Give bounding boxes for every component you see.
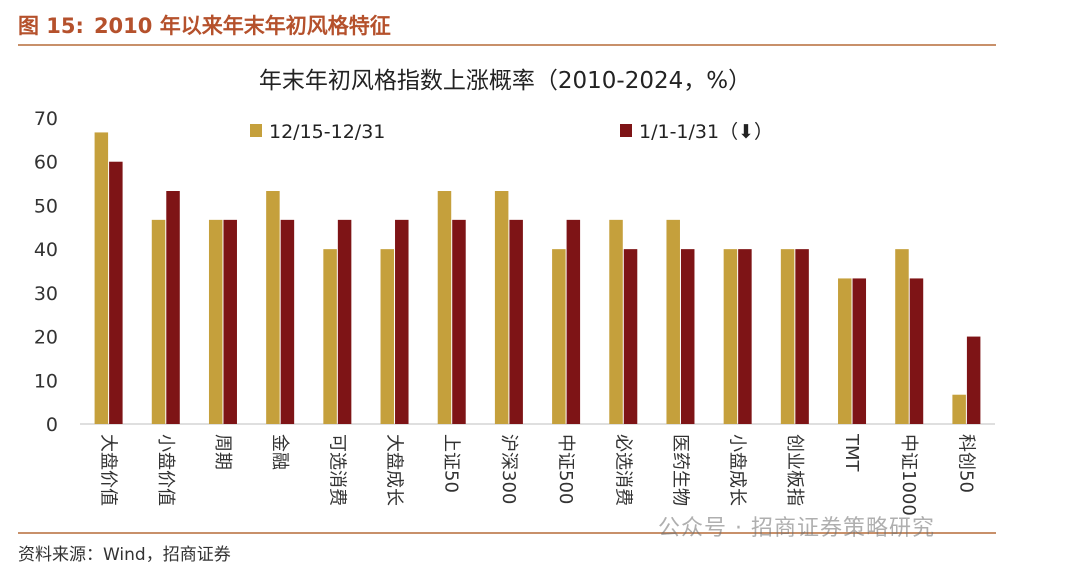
x-tick-label: 中证500 [555,434,576,504]
bar-series2 [738,249,752,424]
bar-series1 [952,394,966,424]
y-tick-label: 60 [34,152,58,174]
watermark: 公众号 · 招商证券策略研究 [658,516,935,541]
chart-title: 年末年初风格指数上涨概率（2010-2024，%） [259,68,751,94]
bar-series1 [437,191,452,424]
legend-label: 1/1-1/31（⬇） [639,121,773,143]
x-tick-label: 大盘成长 [384,434,405,506]
source-note: 资料来源：Wind，招商证券 [18,545,231,565]
x-tick-label: 小盘价值 [155,434,176,506]
x-tick-label: 中证1000 [898,434,919,516]
bar-series1 [380,249,395,424]
bar-series2 [966,336,981,424]
x-tick-label: 上证50 [441,434,462,493]
x-tick-label: 科创50 [955,434,976,493]
bar-series2 [166,191,180,424]
bar-series1 [208,219,223,424]
x-tick-label: 创业板指 [784,434,805,506]
bar-series1 [895,249,909,424]
x-tick-label: 必选消费 [612,434,633,506]
x-tick-label: 医药生物 [669,434,690,506]
bar-series1 [94,132,109,424]
bar-series2 [680,249,695,424]
y-tick-label: 40 [34,239,58,261]
x-tick-label: 沪深300 [498,434,519,504]
bar-series1 [494,191,509,424]
x-tick-label: 大盘价值 [98,434,119,506]
legend-label: 12/15-12/31 [269,121,385,143]
bar-series1 [780,249,795,424]
bar-series2 [280,219,295,424]
bar-series1 [666,219,680,424]
bar-series1 [151,219,166,424]
x-tick-label: 金融 [269,434,290,470]
bar-series2 [509,219,523,424]
figure-label: 图 15: [18,14,84,38]
figure-heading: 图 15: 2010 年以来年末年初风格特征 [18,10,401,40]
bar-series1 [723,249,738,424]
bar-series2 [109,161,123,424]
x-tick-label: TMT [841,433,862,473]
legend-swatch [620,124,632,137]
y-tick-label: 30 [34,283,58,305]
bar-series2 [223,219,237,424]
bar-series2 [566,219,581,424]
bar-series1 [266,191,280,424]
bar-chart: 年末年初风格指数上涨概率（2010-2024，%） 0 10 20 30 40 50 60 70… [34,68,995,516]
x-tick-label: 周期 [212,434,233,470]
y-tick-label: 70 [34,108,58,130]
bar-series2 [795,249,809,424]
bar-series1 [552,249,566,424]
figure-heading-text: 2010 年以来年末年初风格特征 [93,14,391,38]
x-tick-label: 小盘成长 [727,434,748,506]
bar-series1 [323,249,337,424]
bar-series2 [395,219,409,424]
y-tick-label: 10 [34,370,58,392]
legend-swatch [250,124,262,137]
y-tick-label: 50 [34,195,58,217]
bar-series2 [852,278,867,424]
bar-series2 [909,278,924,424]
bar-series2 [337,219,352,424]
header-divider [18,44,996,46]
x-tick-label: 可选消费 [326,434,347,506]
footer-divider [18,532,996,534]
bar-series1 [838,278,852,424]
y-tick-label: 0 [46,414,58,436]
bar-series2 [452,219,466,424]
bar-series2 [623,249,638,424]
y-tick-label: 20 [34,327,58,349]
bar-series1 [609,219,623,424]
